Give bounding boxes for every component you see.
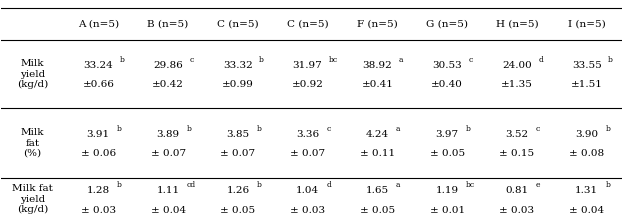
Text: b: b bbox=[606, 125, 610, 133]
Text: 38.92: 38.92 bbox=[363, 61, 392, 70]
Text: a: a bbox=[399, 56, 403, 64]
Text: ± 0.03: ± 0.03 bbox=[500, 206, 535, 215]
Text: I (n=5): I (n=5) bbox=[568, 20, 606, 29]
Text: 3.52: 3.52 bbox=[505, 130, 528, 139]
Text: ±0.40: ±0.40 bbox=[431, 81, 463, 90]
Text: 1.19: 1.19 bbox=[435, 186, 459, 195]
Text: c: c bbox=[536, 125, 540, 133]
Text: e: e bbox=[536, 181, 540, 189]
Text: b: b bbox=[117, 125, 121, 133]
Text: ± 0.08: ± 0.08 bbox=[569, 149, 604, 158]
Text: ± 0.01: ± 0.01 bbox=[430, 206, 465, 215]
Text: b: b bbox=[187, 125, 191, 133]
Text: 3.36: 3.36 bbox=[296, 130, 319, 139]
Text: 1.04: 1.04 bbox=[296, 186, 319, 195]
Text: 1.28: 1.28 bbox=[87, 186, 110, 195]
Text: ± 0.15: ± 0.15 bbox=[500, 149, 535, 158]
Text: ±1.35: ±1.35 bbox=[501, 81, 533, 90]
Text: Milk
yield
(kg/d): Milk yield (kg/d) bbox=[17, 59, 48, 89]
Text: b: b bbox=[466, 125, 470, 133]
Text: H (n=5): H (n=5) bbox=[496, 20, 538, 29]
Text: b: b bbox=[608, 56, 613, 64]
Text: a: a bbox=[396, 181, 401, 189]
Text: 1.65: 1.65 bbox=[366, 186, 389, 195]
Text: 1.31: 1.31 bbox=[575, 186, 598, 195]
Text: b: b bbox=[259, 56, 264, 64]
Text: ± 0.03: ± 0.03 bbox=[290, 206, 325, 215]
Text: cd: cd bbox=[187, 181, 196, 189]
Text: b: b bbox=[120, 56, 125, 64]
Text: A (n=5): A (n=5) bbox=[78, 20, 119, 29]
Text: b: b bbox=[257, 125, 261, 133]
Text: C (n=5): C (n=5) bbox=[217, 20, 259, 29]
Text: c: c bbox=[189, 56, 194, 64]
Text: C (n=5): C (n=5) bbox=[287, 20, 328, 29]
Text: ± 0.05: ± 0.05 bbox=[360, 206, 395, 215]
Text: 1.26: 1.26 bbox=[226, 186, 249, 195]
Text: d: d bbox=[326, 181, 331, 189]
Text: B (n=5): B (n=5) bbox=[148, 20, 189, 29]
Text: ±0.41: ±0.41 bbox=[361, 81, 393, 90]
Text: ± 0.06: ± 0.06 bbox=[81, 149, 116, 158]
Text: bc: bc bbox=[329, 56, 338, 64]
Text: ± 0.11: ± 0.11 bbox=[360, 149, 395, 158]
Text: b: b bbox=[606, 181, 610, 189]
Text: ±0.42: ±0.42 bbox=[152, 81, 184, 90]
Text: ± 0.05: ± 0.05 bbox=[430, 149, 465, 158]
Text: ±0.66: ±0.66 bbox=[82, 81, 114, 90]
Text: ± 0.03: ± 0.03 bbox=[81, 206, 116, 215]
Text: ± 0.04: ± 0.04 bbox=[569, 206, 604, 215]
Text: ±0.99: ±0.99 bbox=[222, 81, 254, 90]
Text: 33.24: 33.24 bbox=[83, 61, 113, 70]
Text: 3.90: 3.90 bbox=[575, 130, 598, 139]
Text: 30.53: 30.53 bbox=[432, 61, 462, 70]
Text: 33.32: 33.32 bbox=[223, 61, 253, 70]
Text: bc: bc bbox=[466, 181, 475, 189]
Text: ±1.51: ±1.51 bbox=[571, 81, 602, 90]
Text: ±0.92: ±0.92 bbox=[292, 81, 323, 90]
Text: ± 0.07: ± 0.07 bbox=[221, 149, 255, 158]
Text: ± 0.07: ± 0.07 bbox=[290, 149, 325, 158]
Text: 3.97: 3.97 bbox=[435, 130, 459, 139]
Text: 29.86: 29.86 bbox=[153, 61, 183, 70]
Text: 33.55: 33.55 bbox=[572, 61, 602, 70]
Text: 3.85: 3.85 bbox=[226, 130, 249, 139]
Text: c: c bbox=[468, 56, 473, 64]
Text: 3.89: 3.89 bbox=[156, 130, 179, 139]
Text: 4.24: 4.24 bbox=[366, 130, 389, 139]
Text: 1.11: 1.11 bbox=[156, 186, 179, 195]
Text: 0.81: 0.81 bbox=[505, 186, 528, 195]
Text: Milk fat
yield
(kg/d): Milk fat yield (kg/d) bbox=[12, 185, 53, 214]
Text: ± 0.05: ± 0.05 bbox=[221, 206, 255, 215]
Text: a: a bbox=[396, 125, 401, 133]
Text: b: b bbox=[257, 181, 261, 189]
Text: Milk
fat
(%): Milk fat (%) bbox=[21, 128, 44, 158]
Text: ± 0.07: ± 0.07 bbox=[151, 149, 186, 158]
Text: c: c bbox=[326, 125, 330, 133]
Text: F (n=5): F (n=5) bbox=[357, 20, 397, 29]
Text: 31.97: 31.97 bbox=[293, 61, 323, 70]
Text: ± 0.04: ± 0.04 bbox=[151, 206, 186, 215]
Text: b: b bbox=[117, 181, 121, 189]
Text: 24.00: 24.00 bbox=[502, 61, 532, 70]
Text: d: d bbox=[538, 56, 543, 64]
Text: 3.91: 3.91 bbox=[87, 130, 110, 139]
Text: G (n=5): G (n=5) bbox=[426, 20, 468, 29]
